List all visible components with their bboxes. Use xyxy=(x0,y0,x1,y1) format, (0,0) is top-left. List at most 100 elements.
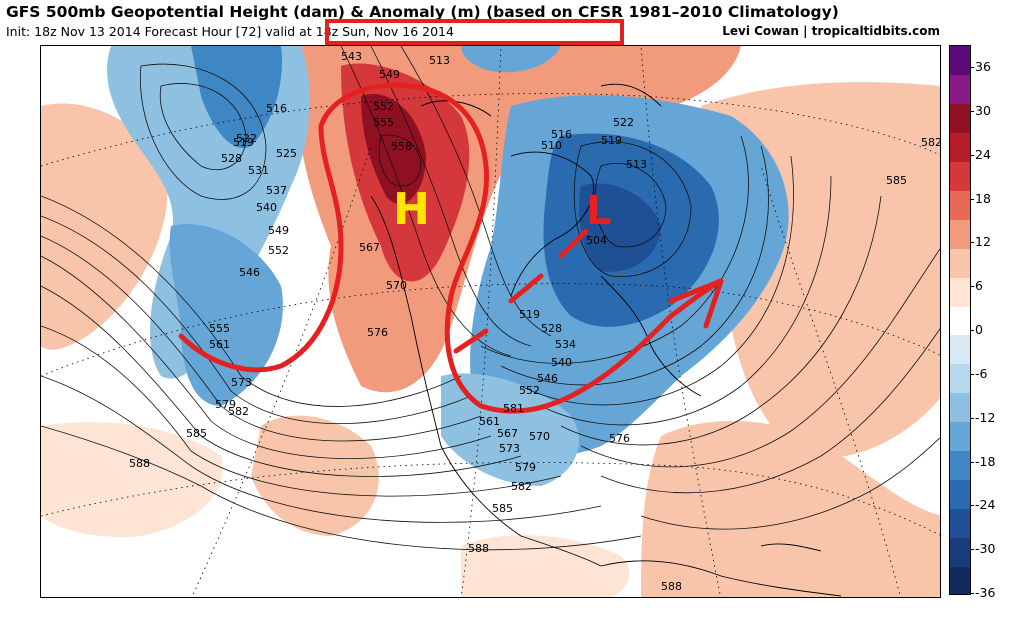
colorbar-tick-label: -36 xyxy=(969,585,996,600)
contour-label: 537 xyxy=(266,184,287,197)
forecast-info: Init: 18z Nov 13 2014 Forecast Hour [72]… xyxy=(6,24,1016,42)
contour-label: 588 xyxy=(129,457,150,470)
contour-label: 576 xyxy=(367,326,388,339)
colorbar-tick-label: -12 xyxy=(969,409,996,425)
colorbar-segment xyxy=(950,538,970,568)
contour-label: 585 xyxy=(186,427,207,440)
highlight-box xyxy=(325,19,624,45)
contour-label: 546 xyxy=(537,372,558,385)
contour-label: 516 xyxy=(551,128,572,141)
contour-label: 516 xyxy=(266,102,287,115)
contour-label: 585 xyxy=(492,502,513,515)
contour-label: 519 xyxy=(601,134,622,147)
contour-label: 528 xyxy=(541,322,562,335)
contour-label: 543 xyxy=(341,50,362,63)
contour-label: 528 xyxy=(221,152,242,165)
colorbar-segment xyxy=(950,277,970,308)
contour-label: 567 xyxy=(359,241,380,254)
colorbar-segment xyxy=(950,306,970,336)
trough-axis-3 xyxy=(558,228,589,259)
contour-label: 579 xyxy=(215,398,236,411)
contour-label: 558 xyxy=(391,140,412,153)
contour-label: 552 xyxy=(373,100,394,113)
pressure-system-labels: H L xyxy=(393,184,612,235)
contour-label: 504 xyxy=(586,234,607,247)
contour-label: 546 xyxy=(239,266,260,279)
colorbar-segment xyxy=(950,74,970,105)
low-label: L xyxy=(586,188,612,234)
contour-label: 561 xyxy=(209,338,230,351)
contour-label: 582 xyxy=(228,405,249,418)
colorbar-tick-label: -24 xyxy=(969,497,996,513)
colorbar-segment xyxy=(950,132,970,163)
contour-label: 585 xyxy=(886,174,907,187)
colorbar-tick-label: 6 xyxy=(970,278,983,294)
anomaly-colorbar xyxy=(949,45,971,595)
contour-label: 576 xyxy=(609,432,630,445)
colorbar-tick-label: -6 xyxy=(969,365,988,381)
ridge-trough-drawings xyxy=(178,82,724,414)
contour-label: 552 xyxy=(519,384,540,397)
colorbar-tick-label: 12 xyxy=(970,234,991,250)
height-contours xyxy=(41,46,940,551)
colorbar-segment xyxy=(950,364,970,394)
colorbar-tick-label: 36 xyxy=(970,59,991,74)
contour-label: 588 xyxy=(468,542,489,555)
contour-label: 555 xyxy=(209,322,230,335)
contour-label: 540 xyxy=(256,201,277,214)
contour-label: 525 xyxy=(276,147,297,160)
flow-arrow xyxy=(668,278,724,329)
trough-axis-2 xyxy=(508,273,544,304)
contour-label: 588 xyxy=(661,580,682,593)
colorbar-segment xyxy=(950,509,970,539)
negative-anomaly-areas xyxy=(107,46,789,486)
colorbar-tick-label: 0 xyxy=(970,322,983,337)
colorbar-tick-label: -18 xyxy=(969,453,996,469)
colorbar-tick-label: 18 xyxy=(970,190,991,206)
contour-label: 573 xyxy=(499,442,520,455)
contour-label: 549 xyxy=(379,68,400,81)
colorbar-segment xyxy=(950,248,970,279)
coastlines xyxy=(370,83,842,597)
contour-label: 552 xyxy=(268,244,289,257)
contour-label: 570 xyxy=(529,430,550,443)
contour-label: 534 xyxy=(555,338,576,351)
contour-label: 581 xyxy=(503,402,524,415)
trough-axis-1 xyxy=(453,328,489,354)
contour-label: 519 xyxy=(233,136,254,149)
init-text: Init: 18z Nov 13 2014 Forecast Hour xyxy=(6,24,232,39)
colorbar-tick-label: 24 xyxy=(970,146,991,162)
contour-label: 522 xyxy=(236,132,257,145)
colorbar-segment xyxy=(950,190,970,221)
contour-label: 549 xyxy=(268,224,289,237)
contour-label: 522 xyxy=(613,116,634,129)
map-canvas: 543 549 513 552 555 558 516 519 522 528 … xyxy=(41,46,940,597)
contour-label: 579 xyxy=(515,461,536,474)
contour-label: 513 xyxy=(626,158,647,171)
valid-time: valid at 18z Sun, Nov 16 2014 xyxy=(265,24,454,39)
colorbar-segment xyxy=(950,422,970,452)
contour-label: 555 xyxy=(373,116,394,129)
chart-title: GFS 500mb Geopotential Height (dam) & An… xyxy=(6,3,839,21)
contour-label-layer: 543 549 513 552 555 558 516 519 522 528 … xyxy=(129,50,940,593)
colorbar-tick-label: -30 xyxy=(969,541,996,557)
contour-label: 513 xyxy=(429,54,450,67)
colorbar-segment xyxy=(950,103,970,134)
colorbar-segment xyxy=(950,451,970,481)
contour-label: 561 xyxy=(479,415,500,428)
colorbar-segment xyxy=(950,393,970,423)
colorbar-segment xyxy=(950,480,970,510)
contour-label: 567 xyxy=(497,427,518,440)
contour-label: 573 xyxy=(231,376,252,389)
ridge-outline xyxy=(178,82,724,414)
latlon-grid xyxy=(41,46,940,597)
map-panel: 543 549 513 552 555 558 516 519 522 528 … xyxy=(40,45,941,598)
contour-label: 510 xyxy=(541,139,562,152)
colorbar-tick-label: 30 xyxy=(970,102,991,118)
contour-label: 540 xyxy=(551,356,572,369)
colorbar-segment xyxy=(950,567,970,594)
contour-label: 570 xyxy=(386,279,407,292)
high-label: H xyxy=(393,184,430,235)
contour-label: 582 xyxy=(511,480,532,493)
colorbar-segment xyxy=(950,335,970,365)
